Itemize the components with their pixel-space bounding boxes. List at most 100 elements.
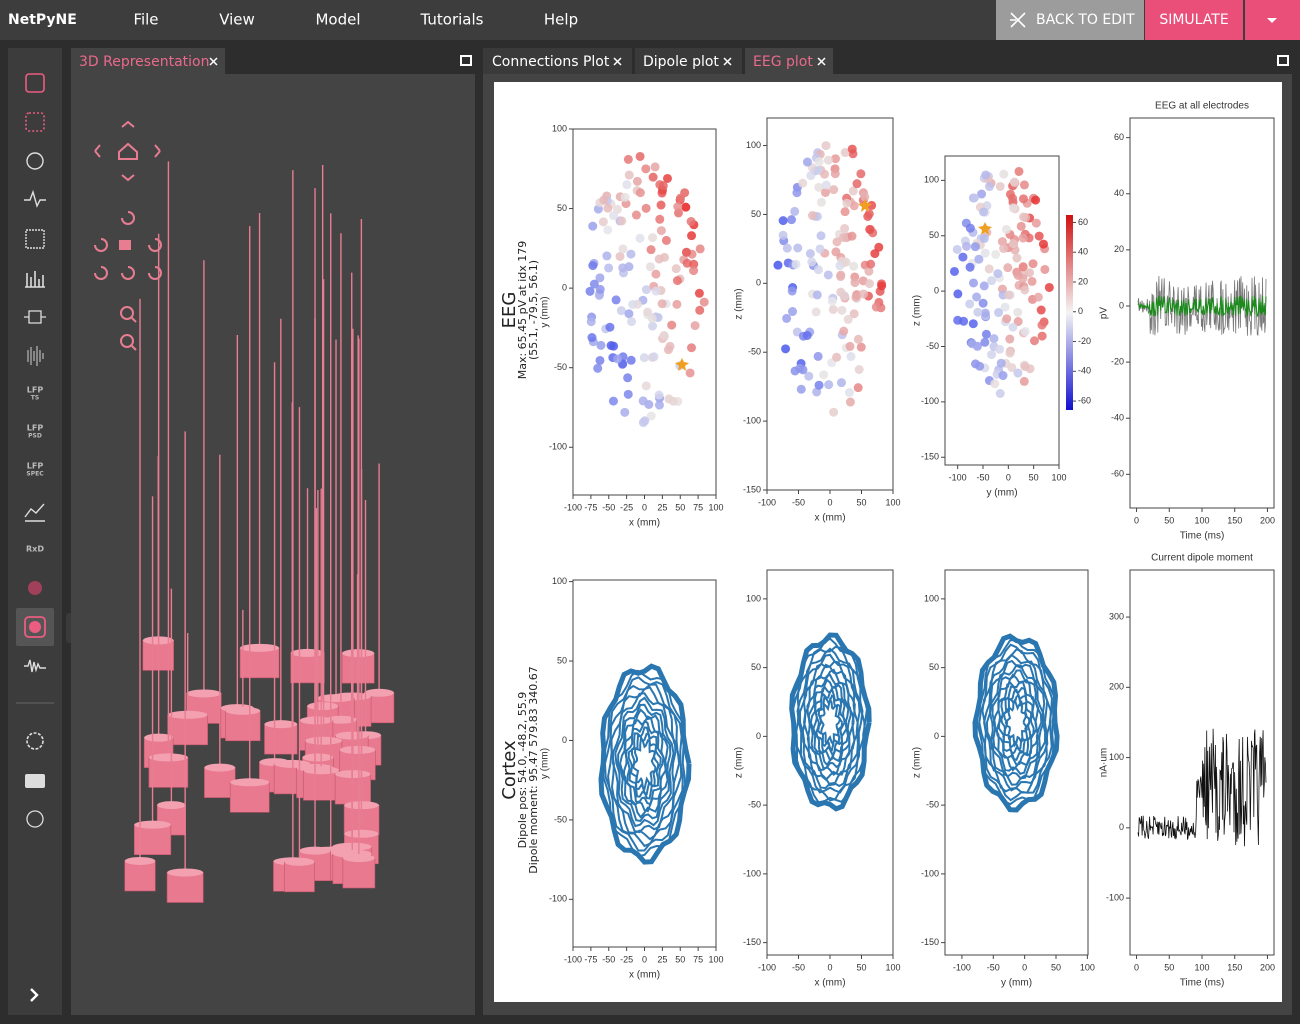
tab-active[interactable] xyxy=(71,48,225,74)
y-tick-label: 0 xyxy=(1119,822,1124,832)
tab-close[interactable] xyxy=(723,57,732,66)
menu-item[interactable]: Help xyxy=(544,11,578,29)
electrode-dot xyxy=(596,340,606,350)
sidebar-icon xyxy=(25,112,45,132)
soma xyxy=(166,872,204,903)
x-tick-label: 0 xyxy=(827,962,832,972)
menu-item[interactable]: Model xyxy=(315,11,360,29)
cortex-fold xyxy=(802,663,856,782)
electrode-dot xyxy=(641,203,651,213)
rxd-icon-label[interactable]: RxD xyxy=(26,545,44,554)
electrode-dot xyxy=(648,172,658,182)
x-tick-label: -50 xyxy=(987,962,1000,972)
tab-active[interactable] xyxy=(745,48,833,74)
menu-item[interactable]: View xyxy=(219,11,255,29)
view-control[interactable] xyxy=(121,120,135,128)
electrode-dot xyxy=(854,365,864,375)
electrode-dot xyxy=(606,341,616,351)
x-tick-label: 100 xyxy=(1080,962,1095,972)
back-to-edit-button[interactable] xyxy=(996,0,1144,40)
maximize[interactable] xyxy=(460,55,472,66)
electrode-dot xyxy=(847,144,857,154)
y-tick-label: 0 xyxy=(562,283,567,293)
row-title: Cortex xyxy=(499,740,520,800)
electrode-dot xyxy=(611,295,621,305)
y-axis-label: y (mm) xyxy=(540,748,551,779)
electrode-dot xyxy=(658,181,668,191)
tab[interactable] xyxy=(635,48,742,74)
electrode-dot xyxy=(844,388,854,398)
electrode-dot xyxy=(972,292,982,302)
tab-close[interactable] xyxy=(209,57,218,66)
electrode-dot xyxy=(995,388,1005,398)
electrode-dot xyxy=(685,368,695,378)
electrode-dot xyxy=(867,200,877,210)
electrode-dot xyxy=(656,226,666,236)
electrode-dot xyxy=(839,326,849,336)
expand-chevron[interactable] xyxy=(30,988,39,1002)
electrode-dot xyxy=(656,200,666,210)
electrode-dot xyxy=(829,407,839,417)
cortex-fold xyxy=(985,659,1047,786)
sidebar-icon xyxy=(25,774,45,788)
y-tick-label: 0 xyxy=(756,278,761,288)
electrode-dot xyxy=(802,330,812,340)
electrode-dot xyxy=(627,317,637,327)
colorbar-tick-label: -40 xyxy=(1078,366,1091,376)
y-tick-label: -100 xyxy=(549,894,567,904)
view-control[interactable] xyxy=(94,144,101,158)
electrode-dot xyxy=(990,379,1000,389)
soma xyxy=(290,652,325,684)
electrode-dot xyxy=(686,343,696,353)
row-title: EEG xyxy=(499,292,520,329)
electrode-dot xyxy=(618,244,628,254)
sidebar-icon xyxy=(25,229,45,249)
electrode-dot xyxy=(620,192,630,202)
x-axis-label: x (mm) xyxy=(814,978,845,989)
electrode-dot xyxy=(1000,302,1010,312)
x-axis-label: x (mm) xyxy=(814,513,845,524)
x-tick-label: -100 xyxy=(564,502,582,512)
electrode-dot xyxy=(952,244,962,254)
electrode-dot xyxy=(984,182,994,192)
view-control[interactable] xyxy=(118,142,138,160)
simulate-button[interactable] xyxy=(1145,0,1243,40)
y-tick-label: 100 xyxy=(552,576,567,586)
electrode-dot xyxy=(813,165,823,175)
electrode-dot xyxy=(687,231,697,241)
x-tick-label: -50 xyxy=(602,502,615,512)
electrode-dot xyxy=(821,180,831,190)
tab-close[interactable] xyxy=(817,57,826,66)
electrode-dot xyxy=(998,371,1008,381)
electrode-dot xyxy=(1013,270,1023,280)
panel-title: EEG at all electrodes xyxy=(1155,101,1249,112)
tab[interactable] xyxy=(483,48,632,74)
electrode-dot xyxy=(638,396,648,406)
view-control[interactable] xyxy=(121,174,135,182)
x-tick-label: -100 xyxy=(758,962,776,972)
y-tick-label: 100 xyxy=(552,123,567,133)
y-tick-label: -20 xyxy=(1111,356,1124,366)
tab-close[interactable] xyxy=(613,57,622,66)
electrode-dot xyxy=(965,299,975,309)
sidebar-icon xyxy=(24,659,46,673)
maximize[interactable] xyxy=(1277,55,1289,66)
electrode-dot xyxy=(864,279,874,289)
soma-top xyxy=(303,766,340,775)
electrode-dot xyxy=(1020,326,1030,336)
electrode-dot xyxy=(649,352,659,362)
electrode-dot xyxy=(595,355,605,365)
cortex-fold xyxy=(1000,688,1033,756)
electrode-dot xyxy=(792,188,802,198)
view-control[interactable] xyxy=(154,144,161,158)
electrode-dot xyxy=(823,270,833,280)
electrode-dot xyxy=(790,206,800,216)
soma-top xyxy=(167,710,208,719)
electrode-dot xyxy=(853,383,863,393)
menu-item[interactable]: Tutorials xyxy=(420,11,484,29)
electrode-dot xyxy=(618,263,628,273)
menu-item[interactable]: File xyxy=(133,11,158,29)
x-tick-label: -100 xyxy=(564,954,582,964)
electrode-dot xyxy=(980,248,990,258)
electrode-dot xyxy=(668,396,678,406)
